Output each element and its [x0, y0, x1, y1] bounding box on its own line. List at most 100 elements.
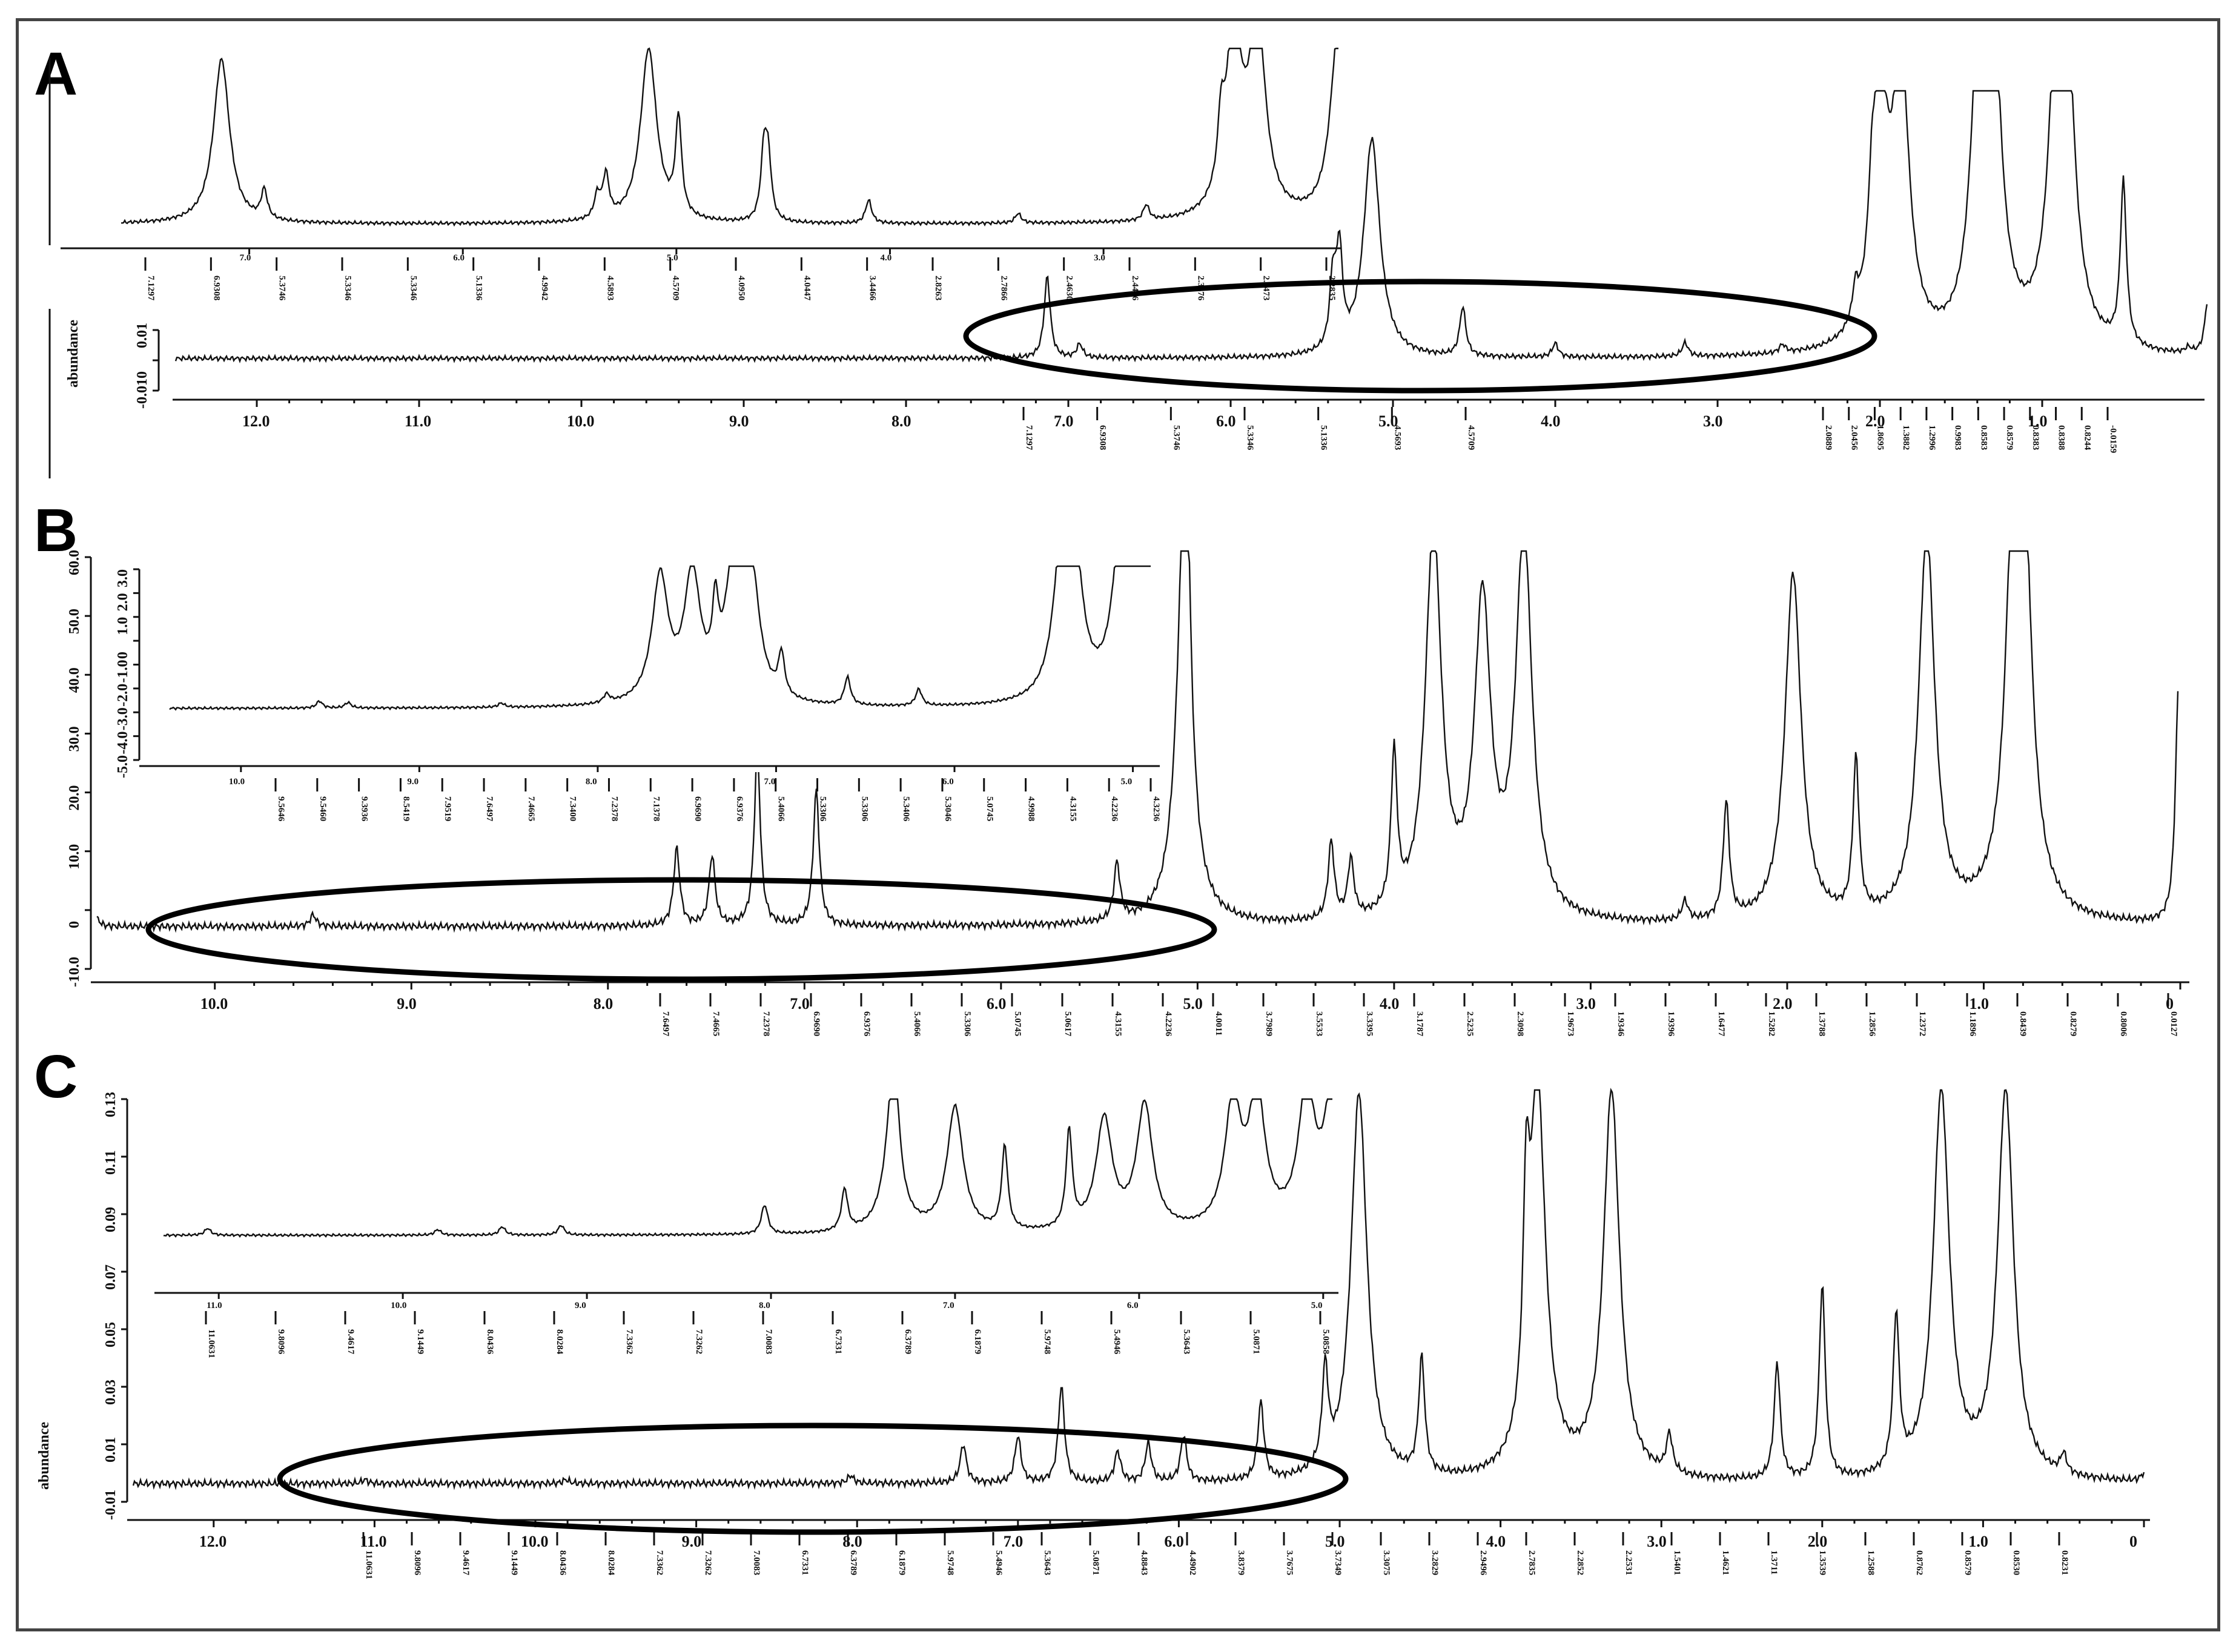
- panel-a-inset-peak-label: 2.4416: [1130, 276, 1140, 301]
- panel-c-peak-label: 6.3789: [848, 1550, 858, 1575]
- panel-a-inset-peak-label: 5.3346: [343, 276, 352, 301]
- panel-b-inset-y-tick-label: 0: [115, 652, 131, 659]
- panel-b-inset-peak-label: 5.4066: [776, 796, 786, 822]
- panel-c-inset-peak-label: 5.3643: [1182, 1329, 1191, 1354]
- panel-b-inset-y-tick-label: 1.0: [115, 617, 131, 635]
- panel-b-inset-x-tick-label: 10.0: [229, 777, 245, 787]
- panel-b-x-tick-label: 10.0: [200, 995, 228, 1013]
- panel-b-inset-peak-label: 5.3046: [943, 796, 953, 822]
- panel-a-inset-x-tick-label: 6.0: [453, 253, 465, 263]
- panel-b-x-tick-label: 9.0: [397, 995, 417, 1013]
- panel-c-inset-spectrum: [163, 1098, 1332, 1238]
- panel-b-peak-label: 0.8006: [2119, 1011, 2128, 1037]
- panel-b-inset-peak-label: 5.0745: [985, 796, 994, 821]
- panel-b-peak-label: 7.2378: [761, 1011, 771, 1036]
- panel-b-peak-label: 0.8279: [2068, 1011, 2078, 1036]
- panel-a-inset-peak-label: 2.2835: [1327, 276, 1337, 300]
- panel-c-inset-peak-label: 5.9748: [1042, 1329, 1052, 1354]
- panel-a-x-tick-label: 8.0: [891, 412, 911, 430]
- panel-a-right-peak-label: -0.0159: [2108, 425, 2118, 453]
- panel-b-inset-x-tick-label: 5.0: [1121, 777, 1133, 787]
- panel-c-inset-peak-label: 7.3262: [694, 1329, 704, 1354]
- panel-c-peak-label: 7.3262: [703, 1550, 713, 1575]
- panel-c-inset-peak-label: 8.0284: [555, 1329, 564, 1355]
- panel-c-x-tick-label: 11.0: [360, 1533, 386, 1550]
- panel-c-peak-label: 9.1449: [509, 1550, 519, 1575]
- panel-c-inset-x-tick-label: 10.0: [391, 1301, 406, 1310]
- panel-b-inset-background: [138, 566, 1168, 772]
- panel-a-right-peak-label: 0.9983: [1953, 425, 1963, 450]
- panel-a-y-tick-label: 0.01: [134, 323, 150, 348]
- panel-b-y-tick-label: 10.0: [67, 844, 82, 870]
- panel-b-inset-y-tick-label: 3.0: [115, 569, 131, 587]
- panel-b-peak-label: 1.2856: [1867, 1011, 1877, 1037]
- panel-a-inset-peak-label: 2.4630: [1065, 276, 1074, 300]
- panel-b-peak-label: 4.2236: [1163, 1011, 1173, 1037]
- panel-a-x-tick-label: 11.0: [405, 412, 431, 430]
- panel-c-peak-label: 1.5401: [1672, 1550, 1682, 1575]
- panel-b-inset-peak-label: 9.5460: [318, 796, 328, 821]
- panel-c-inset-peak-label: 9.1449: [415, 1329, 425, 1354]
- panel-a-inset-peak-label: 4.0950: [736, 276, 746, 300]
- panel-c-inset-peak-label: 9.8096: [276, 1329, 286, 1355]
- panel-a-x-tick-label: 7.0: [1054, 412, 1074, 430]
- panel-b-inset-y-tick-label: 2.0: [115, 593, 131, 611]
- panel-b-inset-peak-label: 4.3155: [1068, 796, 1077, 821]
- panel-b-x-tick-label: 8.0: [594, 995, 614, 1013]
- panel-c-y-tick-label: 0.01: [103, 1437, 119, 1462]
- panel-a-peak-label: 5.3746: [1171, 425, 1181, 451]
- panel-a-highlight-ellipse: [963, 279, 1877, 394]
- panel-b-inset-peak-label: 4.3236: [1151, 796, 1161, 822]
- panel-b-peak-label: 4.3155: [1113, 1011, 1123, 1036]
- panel-b-x-tick-label: 4.0: [1380, 995, 1400, 1013]
- panel-b-peak-label: 1.1896: [1968, 1011, 1977, 1037]
- panel-b-inset-peak-label: 9.5646: [276, 796, 286, 822]
- panel-b-peak-label: 1.2372: [1917, 1011, 1927, 1036]
- panel-b-peak-label: 2.5235: [1465, 1011, 1475, 1036]
- panel-a-inset-peak-label: 4.5893: [605, 276, 615, 300]
- panel-c-y-tick-label: -0.01: [103, 1490, 119, 1520]
- panel-b-inset-peak-label: 7.3400: [568, 796, 578, 821]
- panel-a-right-peak-label: 0.8383: [2031, 425, 2040, 450]
- panel-c-peak-label: 9.4617: [461, 1550, 471, 1576]
- panel-b-peak-label: 5.3306: [962, 1011, 972, 1037]
- panel-b-inset-y-tick-label: -2.0: [115, 684, 131, 707]
- panel-c-peak-label: 8.0284: [606, 1550, 616, 1576]
- panel-a-right-peak-label: 1.2996: [1927, 425, 1937, 451]
- panel-a-right-peak-label: 0.8244: [2082, 425, 2092, 451]
- panel-c-x-tick-label: 6.0: [1164, 1533, 1184, 1550]
- panel-b-inset-peak-label: 4.2236: [1110, 796, 1119, 822]
- panel-c-peak-label: 11.0631: [364, 1550, 374, 1579]
- panel-c-peak-label: 3.7349: [1333, 1550, 1343, 1575]
- panel-c-inset-peak-label: 5.4946: [1112, 1329, 1122, 1355]
- panel-c-x-tick-label: 12.0: [199, 1533, 227, 1550]
- panel-b-x-tick-label: 5.0: [1183, 995, 1203, 1013]
- panel-b-peak-label: 0.8439: [2018, 1011, 2028, 1036]
- panel-b-x-tick-label: 7.0: [790, 995, 810, 1013]
- panel-a-inset-spectrum: [121, 47, 1338, 227]
- panel-a-inset-peak-label: 6.9308: [211, 276, 221, 300]
- panel-a-inset-peak-label: 4.5709: [671, 276, 681, 300]
- panel-letter-c: C: [34, 1043, 78, 1111]
- panel-c-peak-label: 1.4621: [1721, 1550, 1730, 1575]
- panel-b-spectrum-line: [96, 550, 2179, 933]
- panel-b-peak-label: 7.4665: [711, 1011, 721, 1036]
- panel-b-inset-y-tick-label: -3.0: [115, 707, 131, 730]
- panel-b-peak-label: 3.1787: [1415, 1011, 1424, 1037]
- panel-a-peak-label: 5.3346: [1245, 425, 1255, 451]
- panel-a-peak-label: 6.9308: [1098, 425, 1108, 450]
- panel-a-y-tick-label: -0.01: [134, 378, 150, 409]
- panel-b-inset-peak-label: 5.3406: [901, 796, 911, 822]
- panel-c-peak-label: 3.3075: [1381, 1550, 1391, 1575]
- panel-c-peak-label: 9.8096: [412, 1550, 422, 1576]
- panel-a-right-peak-label: 0.8583: [1979, 425, 1988, 450]
- panel-a-inset-x-tick-label: 4.0: [880, 253, 891, 263]
- panel-a-inset-x-tick-label: 7.0: [240, 253, 251, 263]
- panel-b-inset-peak-label: 7.4665: [526, 796, 536, 821]
- panel-b-x-tick-label: 2.0: [1773, 995, 1793, 1013]
- panel-a-inset-x-tick-label: 3.0: [1094, 253, 1105, 263]
- panel-b-peak-label: 6.9690: [812, 1011, 821, 1036]
- panel-letter-a: A: [34, 40, 78, 108]
- panel-b-peak-label: 1.9346: [1616, 1011, 1626, 1037]
